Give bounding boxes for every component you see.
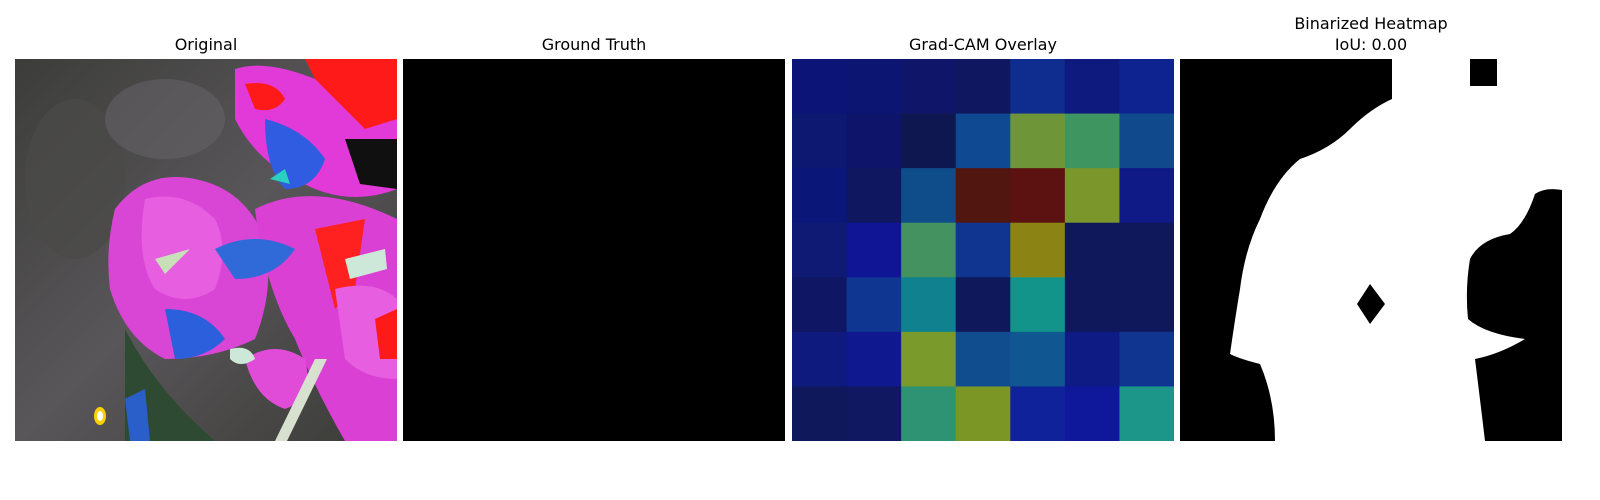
heatmap-cell-3-4: [1010, 222, 1066, 278]
heatmap-cell-3-5: [1064, 222, 1120, 278]
heatmap-cell-5-4: [1010, 331, 1066, 387]
heatmap-cell-1-6: [1119, 113, 1174, 169]
heatmap-cell-5-6: [1119, 331, 1174, 387]
original-image: [15, 59, 397, 441]
panel-gradcam-overlay: Grad-CAM Overlay: [792, 0, 1174, 441]
panel-title-ground-truth: Ground Truth: [541, 35, 647, 54]
heatmap-cell-5-5: [1064, 331, 1120, 387]
heatmap-cell-6-2: [901, 386, 957, 441]
heatmap-cell-5-1: [846, 331, 902, 387]
heatmap-cell-1-0: [792, 113, 848, 169]
heatmap-cell-1-2: [901, 113, 957, 169]
panel-title-original: Original: [174, 35, 238, 54]
heatmap-cell-1-3: [955, 113, 1011, 169]
heatmap-cell-2-1: [846, 168, 902, 224]
panel-title-binarized-line1: Binarized Heatmap: [1294, 14, 1448, 33]
panel-binarized-heatmap: Binarized Heatmap IoU: 0.00: [1180, 0, 1562, 441]
heatmap-cell-4-0: [792, 277, 848, 333]
heatmap-cell-2-3: [955, 168, 1011, 224]
heatmap-cell-0-4: [1010, 59, 1066, 115]
heatmap-cell-2-6: [1119, 168, 1174, 224]
heatmap-cell-4-1: [846, 277, 902, 333]
heatmap-cell-6-5: [1064, 386, 1120, 441]
heatmap-cell-0-6: [1119, 59, 1174, 115]
heatmap-cell-6-6: [1119, 386, 1174, 441]
heatmap-cell-2-5: [1064, 168, 1120, 224]
panel-title-binarized: Binarized Heatmap IoU: 0.00: [1180, 13, 1562, 55]
heatmap-cell-0-5: [1064, 59, 1120, 115]
heatmap-cell-3-0: [792, 222, 848, 278]
heatmap-cell-5-0: [792, 331, 848, 387]
heatmap-cell-6-3: [955, 386, 1011, 441]
iou-score: IoU: 0.00: [1334, 35, 1408, 54]
heatmap-cell-5-3: [955, 331, 1011, 387]
heatmap-cell-0-3: [955, 59, 1011, 115]
heatmap-cell-0-0: [792, 59, 848, 115]
panel-title-gradcam: Grad-CAM Overlay: [909, 35, 1057, 54]
panel-original: Original: [15, 0, 397, 441]
heatmap-cell-0-1: [846, 59, 902, 115]
heatmap-cell-2-4: [1010, 168, 1066, 224]
heatmap-cell-5-2: [901, 331, 957, 387]
heatmap-cell-2-0: [792, 168, 848, 224]
heatmap-cell-4-2: [901, 277, 957, 333]
binarized-mask: [1180, 59, 1562, 441]
heatmap-cell-6-1: [846, 386, 902, 441]
gradcam-heatmap: [792, 59, 1174, 441]
heatmap-cell-4-3: [955, 277, 1011, 333]
heatmap-cell-0-2: [901, 59, 957, 115]
heatmap-cell-6-4: [1010, 386, 1066, 441]
heatmap-cell-1-5: [1064, 113, 1120, 169]
heatmap-cell-3-3: [955, 222, 1011, 278]
heatmap-cell-2-2: [901, 168, 957, 224]
heatmap-cell-4-6: [1119, 277, 1174, 333]
heatmap-cell-3-6: [1119, 222, 1174, 278]
ground-truth-mask: [403, 59, 785, 441]
heatmap-cell-6-0: [792, 386, 848, 441]
heatmap-cell-1-4: [1010, 113, 1066, 169]
panel-ground-truth: Ground Truth: [403, 0, 785, 441]
heatmap-cell-3-2: [901, 222, 957, 278]
heatmap-cell-3-1: [846, 222, 902, 278]
heatmap-cell-1-1: [846, 113, 902, 169]
heatmap-cell-4-5: [1064, 277, 1120, 333]
heatmap-cell-4-4: [1010, 277, 1066, 333]
